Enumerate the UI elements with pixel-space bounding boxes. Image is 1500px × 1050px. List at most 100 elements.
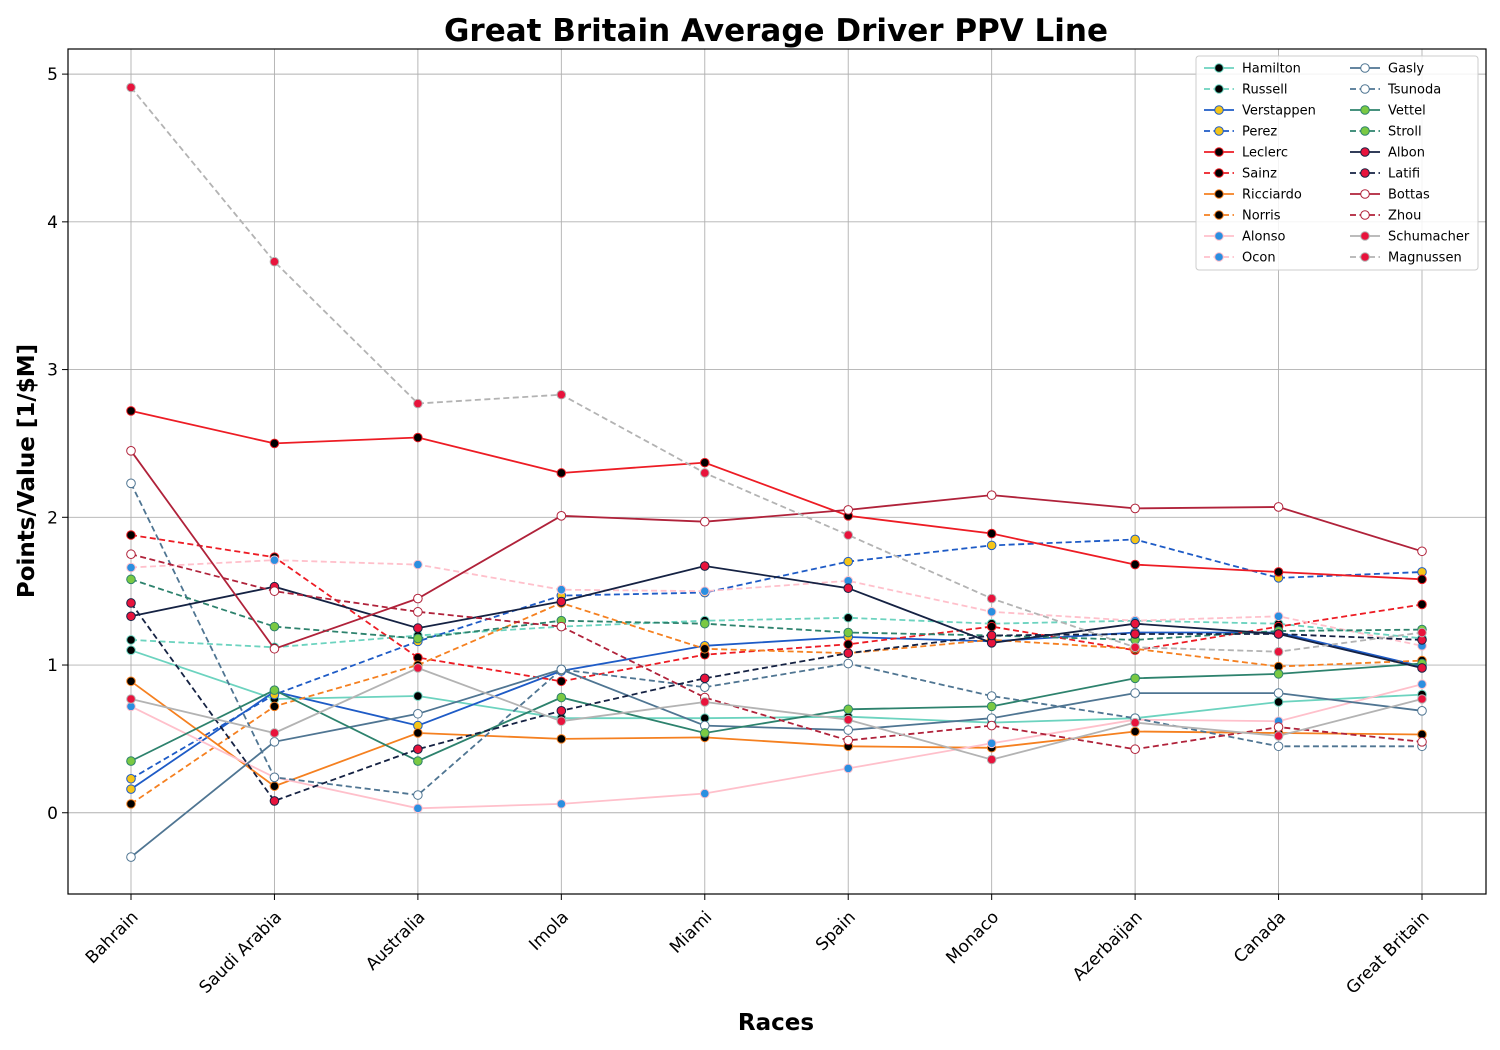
data-point: [556, 706, 567, 716]
data-point: [556, 468, 567, 478]
legend-label: Gasly: [1388, 62, 1424, 77]
data-point: [413, 744, 423, 755]
data-point: [126, 694, 136, 704]
legend-entry: Alonso: [1204, 230, 1285, 245]
data-point: [413, 593, 423, 604]
legend-entry: Perez: [1204, 125, 1277, 140]
data-point: [843, 763, 854, 774]
data-point: [843, 627, 854, 638]
series-line: [130, 683, 1423, 810]
data-point: [126, 562, 136, 573]
legend-swatch-marker: [1360, 231, 1370, 241]
data-point: [986, 540, 997, 551]
data-point: [986, 701, 997, 712]
legend-label: Schumacher: [1388, 230, 1470, 245]
chart-title: Great Britain Average Driver PPV Line: [444, 13, 1108, 49]
data-point: [1417, 546, 1427, 557]
data-point: [1273, 629, 1284, 639]
data-point: [843, 725, 854, 735]
x-tick-label: Miami: [666, 907, 716, 957]
data-point: [269, 772, 280, 783]
series-line: [130, 538, 1423, 780]
series-line: [130, 559, 1423, 647]
x-tick-label: Monaco: [942, 907, 1003, 968]
legend-entry: Magnussen: [1350, 251, 1462, 266]
data-point: [699, 618, 710, 629]
data-point: [1417, 663, 1427, 673]
legend-swatch-marker: [1360, 105, 1370, 115]
data-point: [413, 728, 423, 738]
data-point: [556, 676, 567, 687]
series-line: [130, 662, 1423, 762]
data-point: [843, 505, 854, 515]
legend-entry: Ocon: [1204, 251, 1276, 266]
data-point: [126, 784, 136, 794]
series-line: [130, 565, 1423, 669]
data-point: [413, 607, 423, 617]
x-tick-label: Great Britain: [1343, 907, 1434, 998]
series-layer: [126, 82, 1427, 862]
series-line: [130, 602, 1423, 802]
data-point: [1273, 646, 1284, 657]
legend-entry: Stroll: [1350, 125, 1422, 140]
series-line: [130, 410, 1423, 581]
legend: Hamilton Russell Verstappen Perez Leclerc Sai…: [1195, 55, 1479, 271]
series-sainz: [126, 530, 1427, 687]
data-point: [269, 256, 280, 267]
data-point: [843, 530, 854, 540]
legend-entry: Verstappen: [1204, 104, 1316, 119]
data-point: [126, 530, 136, 540]
legend-swatch-marker: [1214, 210, 1224, 220]
plot-area-frame: [67, 48, 1487, 895]
data-point: [556, 716, 567, 726]
data-point: [1130, 642, 1140, 653]
data-point: [1417, 706, 1427, 716]
data-point: [413, 663, 423, 673]
legend-label: Tsunoda: [1387, 83, 1441, 98]
series-line: [130, 616, 1423, 649]
data-point: [126, 799, 136, 809]
data-point: [413, 790, 423, 800]
data-point: [126, 852, 136, 862]
data-point: [1130, 559, 1140, 570]
legend-entry: Gasly: [1350, 62, 1424, 77]
series-line: [130, 534, 1423, 683]
series-line: [130, 602, 1423, 805]
legend-swatch-marker: [1214, 147, 1224, 157]
data-point: [843, 556, 854, 567]
legend-swatch-marker: [1360, 84, 1370, 94]
data-point: [269, 781, 280, 791]
legend-entry: Albon: [1350, 146, 1425, 161]
x-tick-label: Canada: [1230, 907, 1290, 967]
legend-entry: Norris: [1204, 209, 1281, 224]
data-point: [986, 528, 997, 539]
data-point: [269, 685, 280, 695]
legend-swatch-marker: [1214, 168, 1224, 178]
data-point: [986, 593, 997, 604]
series-ricciardo: [126, 676, 1427, 791]
legend-entry: Ricciardo: [1204, 188, 1302, 203]
data-point: [556, 596, 567, 607]
data-point: [413, 708, 423, 719]
series-magnussen: [126, 82, 1427, 657]
data-point: [269, 796, 280, 806]
data-point: [1417, 679, 1427, 690]
data-point: [1273, 567, 1284, 577]
data-point: [126, 773, 136, 784]
series-alonso: [126, 679, 1427, 814]
x-tick-label: Australia: [362, 907, 429, 974]
data-point: [556, 621, 567, 632]
legend-entry: Schumacher: [1350, 230, 1470, 245]
data-point: [699, 468, 710, 478]
data-point: [126, 82, 136, 93]
series-perez: [126, 534, 1427, 784]
series-line: [130, 667, 1423, 761]
data-point: [843, 648, 854, 659]
series-zhou: [126, 549, 1427, 755]
y-tick-label: 1: [47, 656, 58, 676]
data-point: [126, 574, 136, 585]
x-tick-label: Imola: [525, 907, 572, 954]
data-point: [843, 639, 854, 650]
legend-label: Stroll: [1388, 125, 1422, 140]
